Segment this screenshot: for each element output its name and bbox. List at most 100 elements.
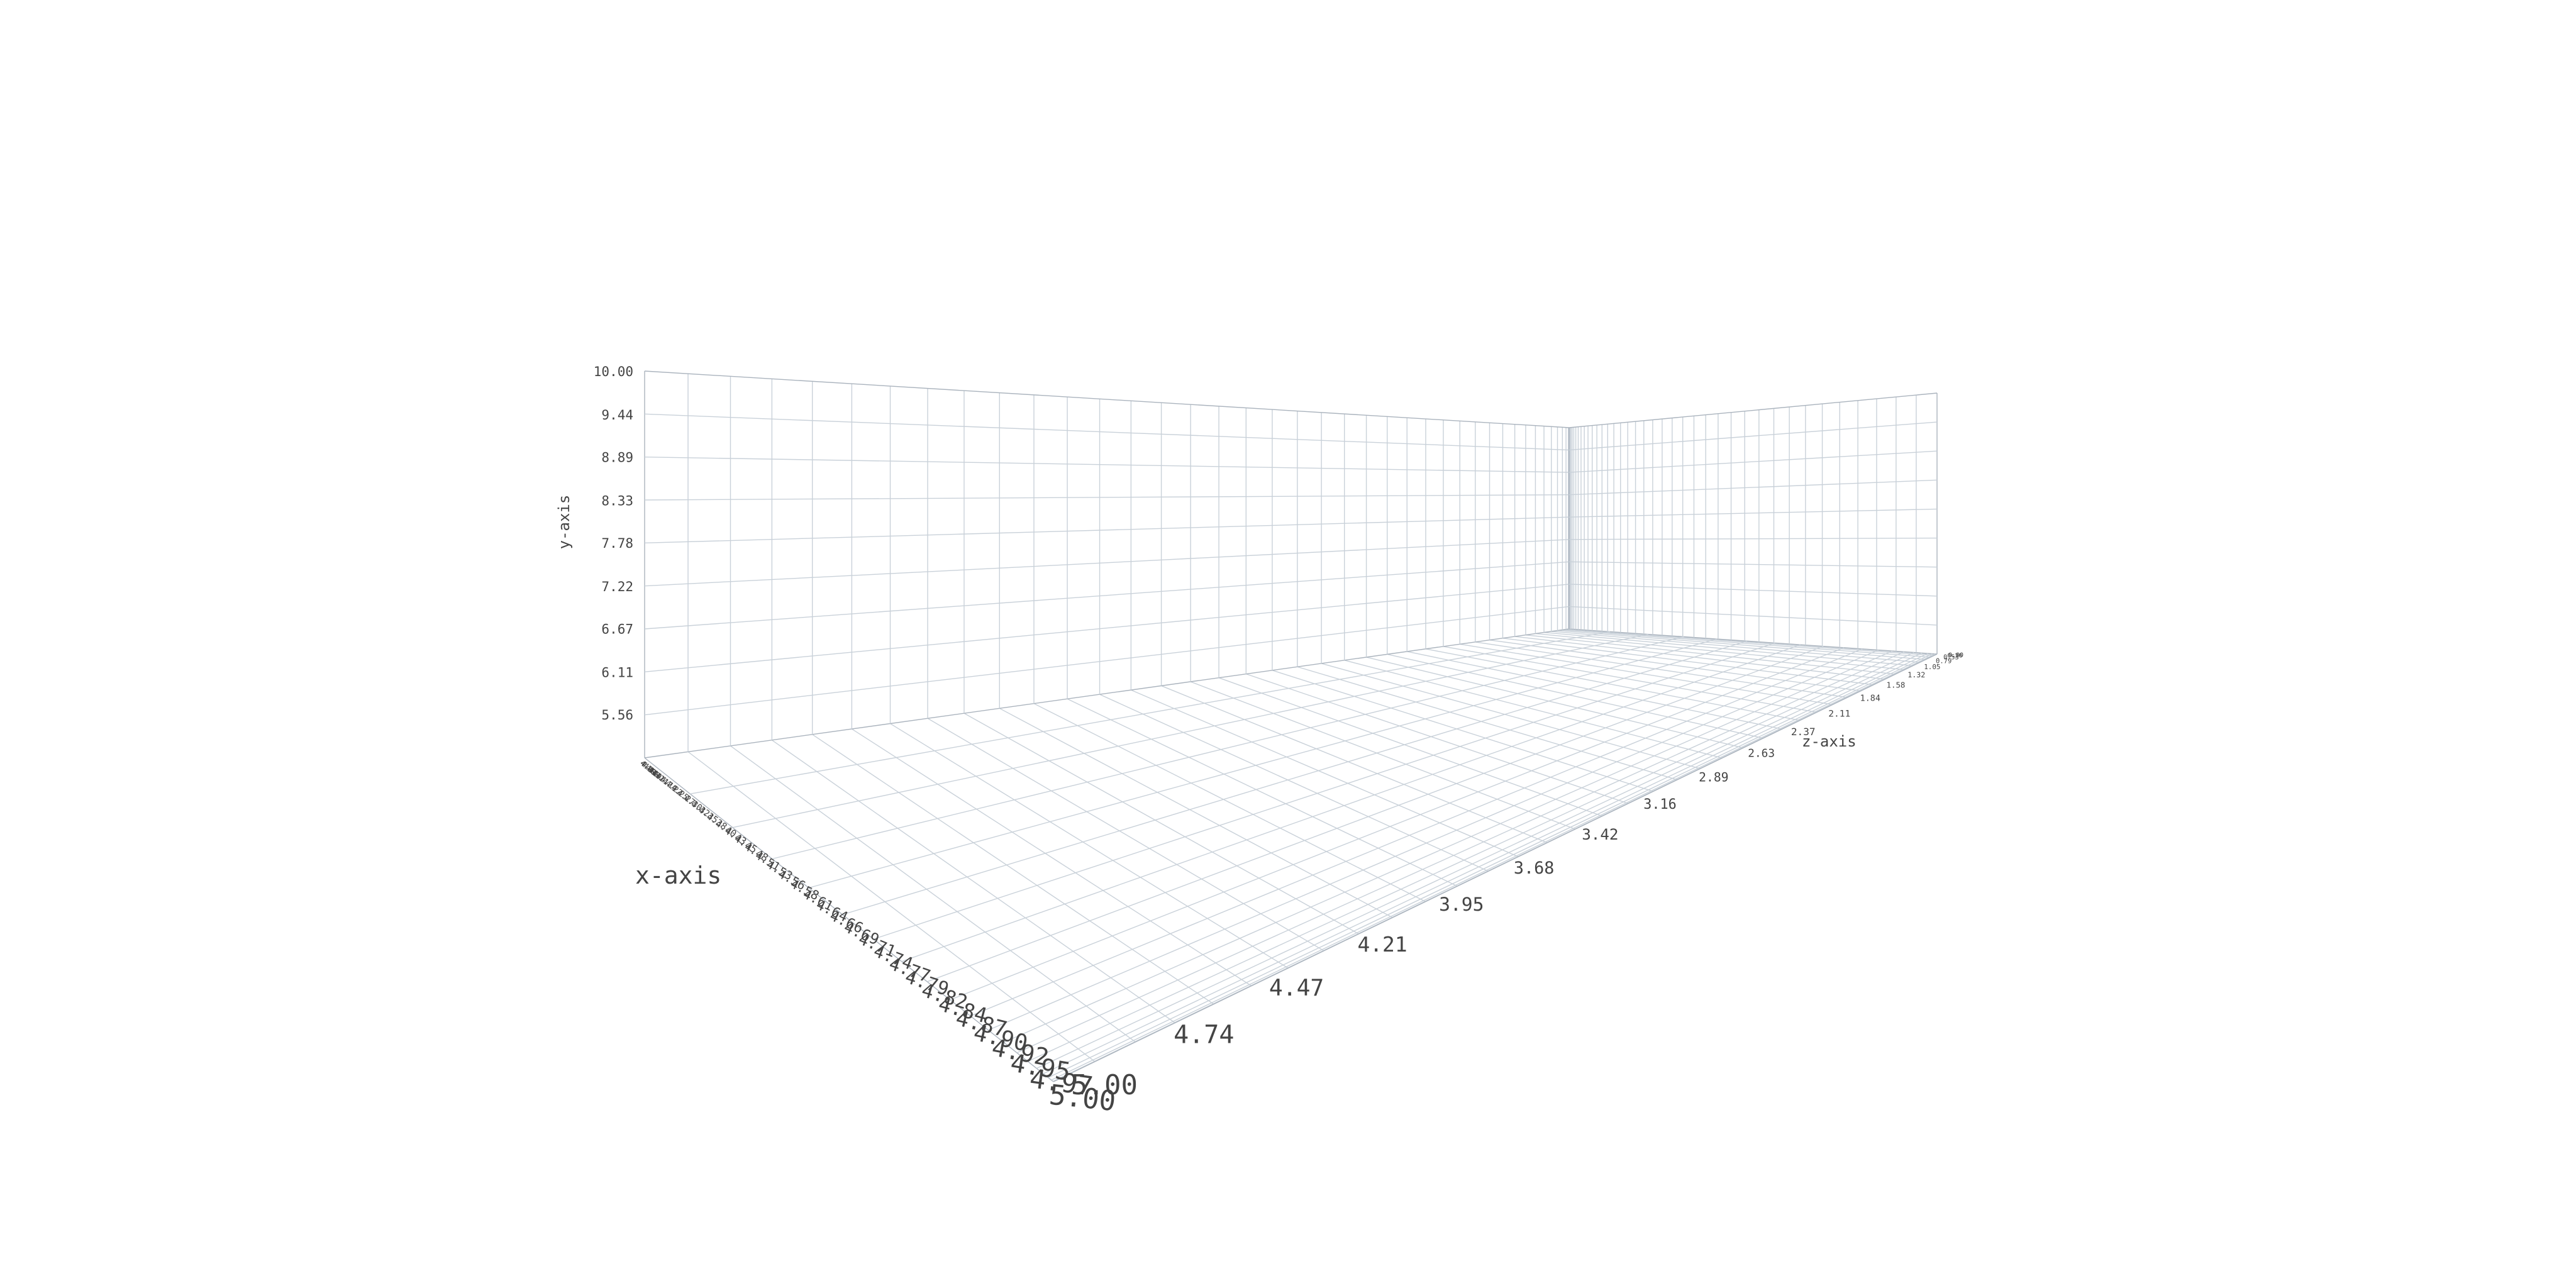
floor-gridline-z xyxy=(873,642,1775,940)
z-tick-label: 3.68 xyxy=(1514,858,1555,878)
back-wall-horizontal xyxy=(1568,584,1938,597)
z-tick-label: 3.42 xyxy=(1582,826,1618,843)
floor-gridline-x xyxy=(1161,685,1548,843)
z-tick-label: 1.05 xyxy=(1924,663,1940,671)
z-tick-label: 0.26 xyxy=(1947,652,1962,659)
back-wall-horizontal xyxy=(1568,537,1938,540)
floor-gridline-x xyxy=(1502,638,1874,686)
floor-gridline-z xyxy=(842,640,1748,915)
floor-gridline-z xyxy=(1043,653,1928,1074)
floor-gridline-x xyxy=(812,734,1214,1005)
y-tick-label: 5.56 xyxy=(601,708,633,723)
z-tick-label: 3.16 xyxy=(1643,797,1677,813)
floor-gridline-x xyxy=(1344,660,1723,758)
floor-gridline-z xyxy=(808,638,1718,889)
floor-gridline-x xyxy=(1535,633,1905,670)
back-wall-horizontal xyxy=(1568,450,1938,473)
floor-gridline-x xyxy=(1099,694,1489,872)
y-axis-title: y-axis xyxy=(555,495,573,550)
floor-gridline-x xyxy=(687,751,1096,1062)
z-tick-label: 2.37 xyxy=(1791,726,1816,738)
z-tick-label: 0.79 xyxy=(1936,657,1951,665)
y-tick-label: 9.44 xyxy=(601,408,633,423)
floor-gridline-x xyxy=(1425,648,1801,721)
x-tick-label: 5.00 xyxy=(1048,1079,1118,1118)
floor-gridline-x xyxy=(1543,631,1913,667)
floor-gridline-z xyxy=(1016,651,1904,1053)
z-tick-label: 2.11 xyxy=(1828,709,1850,719)
floor-gridline-x xyxy=(1297,666,1678,780)
floor-gridline-x xyxy=(1568,628,1938,655)
floor-gridline-x xyxy=(1387,653,1763,739)
floor-gridline-x xyxy=(1190,681,1576,830)
floor-gridline-x xyxy=(1562,629,1931,658)
floor-gridline-x xyxy=(927,718,1324,952)
floor-gridline-x xyxy=(1131,689,1519,857)
y-tick-label: 7.78 xyxy=(601,536,633,551)
z-tick-label: 2.63 xyxy=(1748,747,1775,760)
z-tick-label: 4.47 xyxy=(1269,974,1324,1001)
x-axis-title: x-axis xyxy=(635,862,721,889)
left-wall-horizontal xyxy=(644,370,1570,428)
z-tick-label: 0.00 xyxy=(1948,652,1963,659)
left-wall-horizontal xyxy=(644,606,1570,716)
left-wall-horizontal xyxy=(644,539,1570,587)
left-wall-horizontal xyxy=(644,494,1570,501)
floor-gridline-z xyxy=(1051,653,1936,1081)
z-tick-label: 4.74 xyxy=(1174,1020,1234,1049)
chart-grid xyxy=(644,370,1938,1082)
left-wall-horizontal xyxy=(644,413,1570,451)
z-tick-label: 1.84 xyxy=(1860,694,1880,703)
floor-gridline-x xyxy=(852,728,1252,987)
floor-gridline-z xyxy=(644,628,1570,758)
back-wall-horizontal xyxy=(1568,561,1938,568)
floor-gridline-x xyxy=(730,745,1136,1043)
left-wall-horizontal xyxy=(644,561,1570,630)
floor-gridline-z xyxy=(690,631,1611,794)
floor-gridline-z xyxy=(1053,653,1938,1082)
floor-gridline-z xyxy=(772,636,1684,860)
y-tick-label: 8.33 xyxy=(601,493,633,508)
floor-gridline-z xyxy=(901,644,1801,962)
floor-gridline-x xyxy=(1514,636,1885,680)
left-wall-horizontal xyxy=(644,516,1570,544)
z-tick-label: 0.53 xyxy=(1943,654,1959,661)
floor-gridline-z xyxy=(732,633,1649,828)
floor-gridline-x xyxy=(1557,630,1926,660)
back-wall-horizontal xyxy=(1568,508,1938,518)
floor-gridline-x xyxy=(1443,646,1817,713)
floor-gridline-x xyxy=(1407,651,1782,730)
floor-gridline-x xyxy=(999,708,1393,918)
floor-gridline-z xyxy=(988,649,1879,1031)
back-wall-horizontal xyxy=(1568,479,1938,496)
floor-gridline-x xyxy=(1565,628,1935,656)
floor-gridline-x xyxy=(1489,639,1862,692)
back-wall-horizontal xyxy=(1568,606,1938,626)
floor-gridline-z xyxy=(1003,650,1893,1043)
left-wall-horizontal xyxy=(644,584,1570,673)
floor-gridline-z xyxy=(970,648,1863,1017)
floor-gridline-x xyxy=(1475,641,1848,698)
floor-gridline-x xyxy=(963,713,1359,935)
z-axis-title: z-axis xyxy=(1802,733,1857,750)
z-tick-label: 4.21 xyxy=(1357,932,1407,957)
floor-gridline-x xyxy=(1246,673,1629,804)
floor-gridline-z xyxy=(1048,653,1933,1079)
floor-gridline-x xyxy=(1033,703,1426,902)
floor-gridline-z xyxy=(950,647,1845,1001)
floor-gridline-x xyxy=(771,740,1175,1023)
floor-gridline-z xyxy=(927,645,1824,982)
back-wall-horizontal xyxy=(1568,421,1938,451)
floor-gridline-x xyxy=(1460,643,1833,706)
y-tick-label: 6.11 xyxy=(601,665,633,680)
floor-gridline-x xyxy=(1366,657,1744,748)
y-tick-label: 6.67 xyxy=(601,622,633,637)
floor-gridline-x xyxy=(1551,631,1921,663)
z-tick-label: 2.89 xyxy=(1699,770,1728,784)
y-tick-label: 8.89 xyxy=(601,450,633,465)
y-tick-label: 10.00 xyxy=(594,364,633,379)
left-wall-horizontal xyxy=(644,456,1570,473)
back-wall-horizontal xyxy=(1568,392,1938,428)
floor-gridline-x xyxy=(1525,634,1896,675)
